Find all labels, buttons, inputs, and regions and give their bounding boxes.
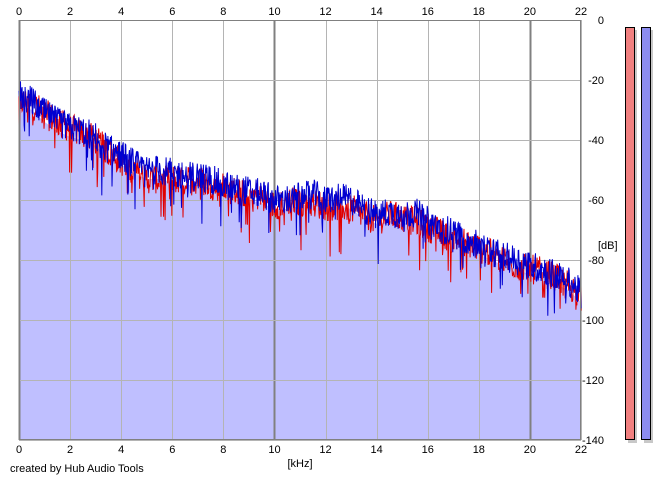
right-level-meter	[641, 27, 651, 440]
y-tick-label: -120	[582, 375, 604, 387]
x-tick-label-bottom: 20	[524, 444, 536, 456]
x-tick-label-top: 10	[268, 6, 280, 18]
x-tick-label-bottom: 0	[16, 444, 22, 456]
y-tick-label: 0	[598, 15, 604, 27]
x-tick-label-top: 2	[67, 6, 73, 18]
x-tick-label-top: 18	[473, 6, 485, 18]
x-tick-label-top: 12	[319, 6, 331, 18]
x-tick-label-top: 4	[118, 6, 124, 18]
x-tick-label-top: 0	[16, 6, 22, 18]
spectrum-fill-area	[19, 104, 581, 440]
y-tick-label: -40	[588, 135, 604, 147]
x-tick-label-bottom: 18	[473, 444, 485, 456]
x-tick-label-top: 20	[524, 6, 536, 18]
y-tick-label: -80	[588, 255, 604, 267]
x-tick-label-bottom: 12	[319, 444, 331, 456]
credit-text: created by Hub Audio Tools	[10, 463, 144, 475]
x-tick-label-top: 6	[169, 6, 175, 18]
plot-frame	[19, 20, 581, 440]
y-tick-label: -100	[582, 315, 604, 327]
x-axis-label: [kHz]	[287, 458, 312, 470]
x-tick-label-top: 22	[575, 6, 587, 18]
x-tick-label-top: 14	[371, 6, 383, 18]
x-tick-label-bottom: 16	[422, 444, 434, 456]
x-tick-label-bottom: 10	[268, 444, 280, 456]
y-tick-label: -60	[588, 195, 604, 207]
x-tick-label-bottom: 2	[67, 444, 73, 456]
x-tick-label-bottom: 4	[118, 444, 124, 456]
x-tick-label-bottom: 14	[371, 444, 383, 456]
y-tick-labels: 0 -20 -40 -60 -80 -100 -120 -140	[582, 15, 604, 447]
y-tick-label: -140	[582, 435, 604, 447]
left-level-meter	[625, 27, 635, 440]
y-axis-label: [dB]	[598, 240, 618, 252]
x-tick-labels-bottom: 0 2 4 6 8 10 12 14 16 18 20 22	[16, 444, 587, 456]
level-meters	[625, 27, 653, 443]
x-tick-label-top: 8	[220, 6, 226, 18]
x-tick-labels-top: 0 2 4 6 8 10 12 14 16 18 20 22	[16, 6, 587, 18]
right-channel-line	[18, 81, 582, 316]
x-tick-label-bottom: 8	[220, 444, 226, 456]
x-tick-label-bottom: 6	[169, 444, 175, 456]
y-tick-label: -20	[588, 75, 604, 87]
x-tick-label-bottom: 22	[575, 444, 587, 456]
x-tick-label-top: 16	[422, 6, 434, 18]
